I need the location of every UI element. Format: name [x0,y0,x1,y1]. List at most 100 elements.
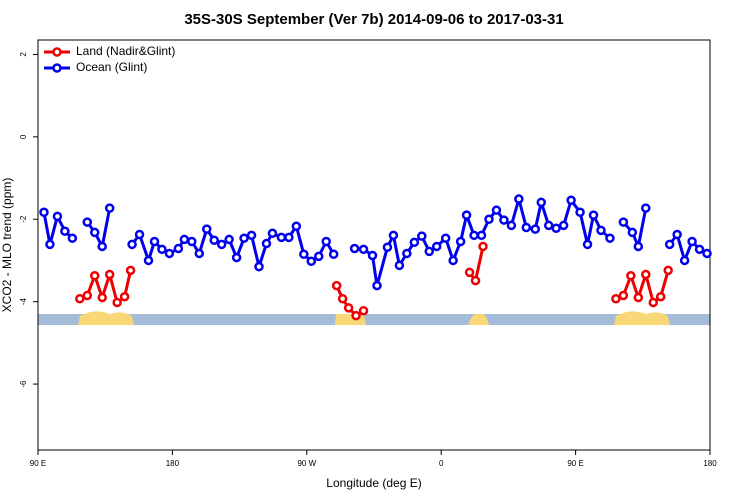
point [134,229,145,240]
point [470,275,481,286]
point [566,195,576,206]
point [328,249,339,260]
point [506,220,517,231]
point [605,233,615,243]
legend: Land (Nadir&Glint) Ocean (Glint) [44,44,175,74]
point [351,310,361,321]
point [618,217,629,227]
point [104,269,115,280]
point [82,217,93,227]
point [417,231,427,241]
ocean-band [38,314,710,325]
point [461,210,472,220]
point [179,234,190,245]
chart-title: 35S-30S September (Ver 7b) 2014-09-06 to… [184,11,563,28]
point [521,222,532,233]
point [424,246,435,257]
point [82,290,93,301]
point [484,214,494,224]
point [104,203,115,213]
point [551,223,561,234]
point [478,241,488,252]
series-line [42,193,708,286]
x-tick-label: 180 [703,459,717,468]
point [89,270,100,281]
point [655,291,666,302]
point [367,250,378,261]
point [127,239,137,250]
point [702,248,712,259]
point [499,215,509,225]
point [388,230,399,241]
point [558,220,569,231]
y-tick-label: -4 [19,298,28,306]
point [448,255,458,266]
point [119,291,130,302]
point [246,230,257,241]
point [343,303,354,313]
point [267,228,278,239]
point [476,230,487,241]
point [143,255,154,266]
point [464,267,475,278]
point [231,252,242,263]
point [687,236,697,247]
point [224,234,234,245]
point [89,227,100,238]
legend-marker [52,63,62,73]
y-tick-label: 0 [19,134,28,139]
point [672,229,682,240]
point [209,235,219,246]
point [125,265,136,276]
point [514,194,524,204]
point [97,241,107,252]
point [663,265,673,276]
point [284,232,294,243]
point [112,297,122,308]
point [75,294,85,304]
point [157,244,167,255]
point [382,242,393,253]
point [358,244,369,255]
point [306,256,317,267]
point [582,239,593,250]
point [164,248,175,259]
point [611,294,621,304]
point [440,233,451,243]
x-axis-label: Longitude (deg E) [326,476,421,490]
point [299,249,309,260]
point [455,236,466,247]
point [575,207,585,217]
point [173,243,184,254]
point [194,248,205,259]
point [431,241,442,252]
land-shape [468,313,489,325]
x-tick-label: 180 [166,459,180,468]
point [596,225,606,236]
point [664,239,675,250]
legend-label: Ocean (Glint) [76,60,147,74]
land-shape [614,311,670,325]
point [588,210,599,220]
point [331,280,342,291]
point [402,248,412,259]
point [530,224,541,234]
x-tick-label: 90 E [567,459,583,468]
legend-label: Land (Nadir&Glint) [76,44,175,58]
point [291,221,302,232]
point [627,227,638,238]
point [349,243,360,254]
point [254,261,264,272]
point [149,236,160,247]
point [633,292,644,303]
point [372,280,382,291]
point [543,220,554,231]
land-shape [78,311,134,325]
y-tick-label: -6 [19,380,28,388]
y-axis-label: XCO2 - MLO trend (ppm) [0,178,14,313]
point [679,255,690,266]
x-tick-label: 90 W [297,459,316,468]
point [276,232,287,243]
point [201,224,212,234]
